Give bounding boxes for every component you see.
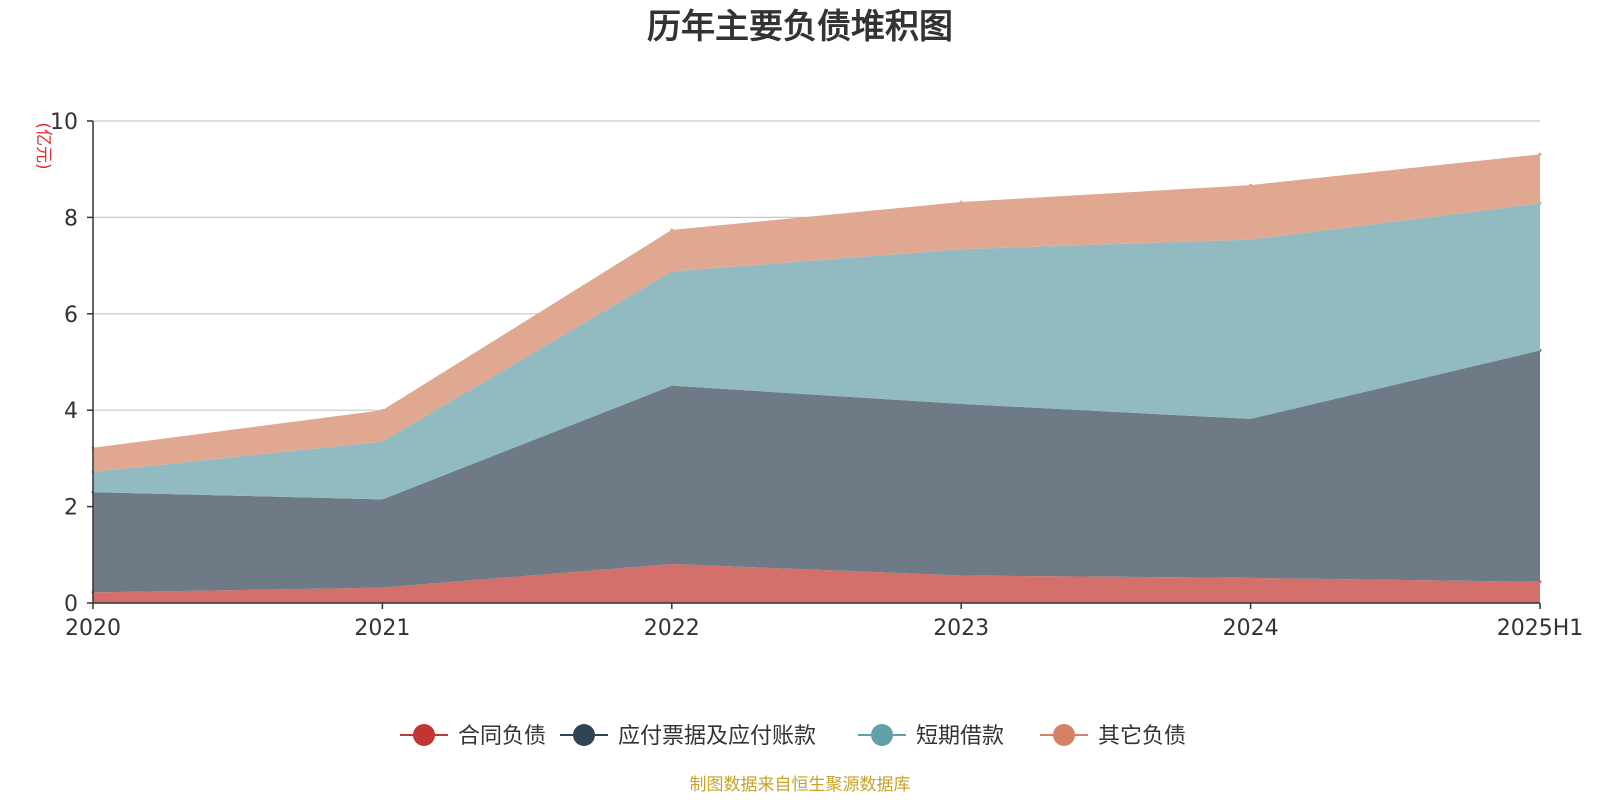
- x-tick-label-0: 2020: [65, 616, 121, 641]
- legend-label-2: 短期借款: [916, 724, 1004, 749]
- point-s3-5: [1538, 152, 1542, 156]
- point-s3-3: [959, 200, 963, 204]
- y-tick-label-2: 4: [64, 399, 78, 424]
- y-tick-label-3: 6: [64, 303, 78, 328]
- x-tick-label-5: 2025H1: [1497, 616, 1584, 641]
- x-tick-label-1: 2021: [354, 616, 410, 641]
- x-tick-label-2: 2022: [644, 616, 700, 641]
- x-tick-label-4: 2024: [1223, 616, 1279, 641]
- area-series: [91, 152, 1542, 603]
- point-s3-2: [670, 228, 674, 232]
- y-axis-unit: (亿元): [33, 122, 53, 169]
- source-note: 制图数据来自恒生聚源数据库: [690, 775, 911, 795]
- area-series-0: [93, 563, 1540, 603]
- legend-item-0[interactable]: 合同负债: [400, 724, 546, 749]
- y-tick-label-0: 0: [64, 592, 78, 617]
- legend-label-0: 合同负债: [458, 724, 546, 749]
- area-series-1: [93, 350, 1540, 593]
- y-tick-label-5: 10: [50, 110, 78, 135]
- legend-item-1[interactable]: 应付票据及应付账款: [560, 724, 816, 749]
- x-tick-label-3: 2023: [933, 616, 989, 641]
- legend-item-3[interactable]: 其它负债: [1040, 724, 1186, 749]
- y-tick-label-1: 2: [64, 496, 78, 521]
- legend-marker-1: [573, 724, 595, 746]
- chart-title: 历年主要负债堆积图: [647, 7, 953, 47]
- legend-marker-0: [413, 724, 435, 746]
- legend-label-1: 应付票据及应付账款: [618, 724, 816, 749]
- point-s3-1: [380, 408, 384, 412]
- legend-marker-3: [1053, 724, 1075, 746]
- point-s3-4: [1249, 183, 1253, 187]
- area-series-2: [93, 203, 1540, 500]
- area-series-3: [93, 154, 1540, 472]
- legend[interactable]: 合同负债 应付票据及应付账款 短期借款 其它负债: [400, 724, 1186, 749]
- legend-label-3: 其它负债: [1098, 724, 1186, 749]
- y-tick-label-4: 8: [64, 206, 78, 231]
- axes: 0 2 4 6 8 10 2020 2021 2022 2023 2024 2025H1: [50, 110, 1583, 641]
- legend-marker-2: [871, 724, 893, 746]
- legend-item-2[interactable]: 短期借款: [858, 724, 1004, 749]
